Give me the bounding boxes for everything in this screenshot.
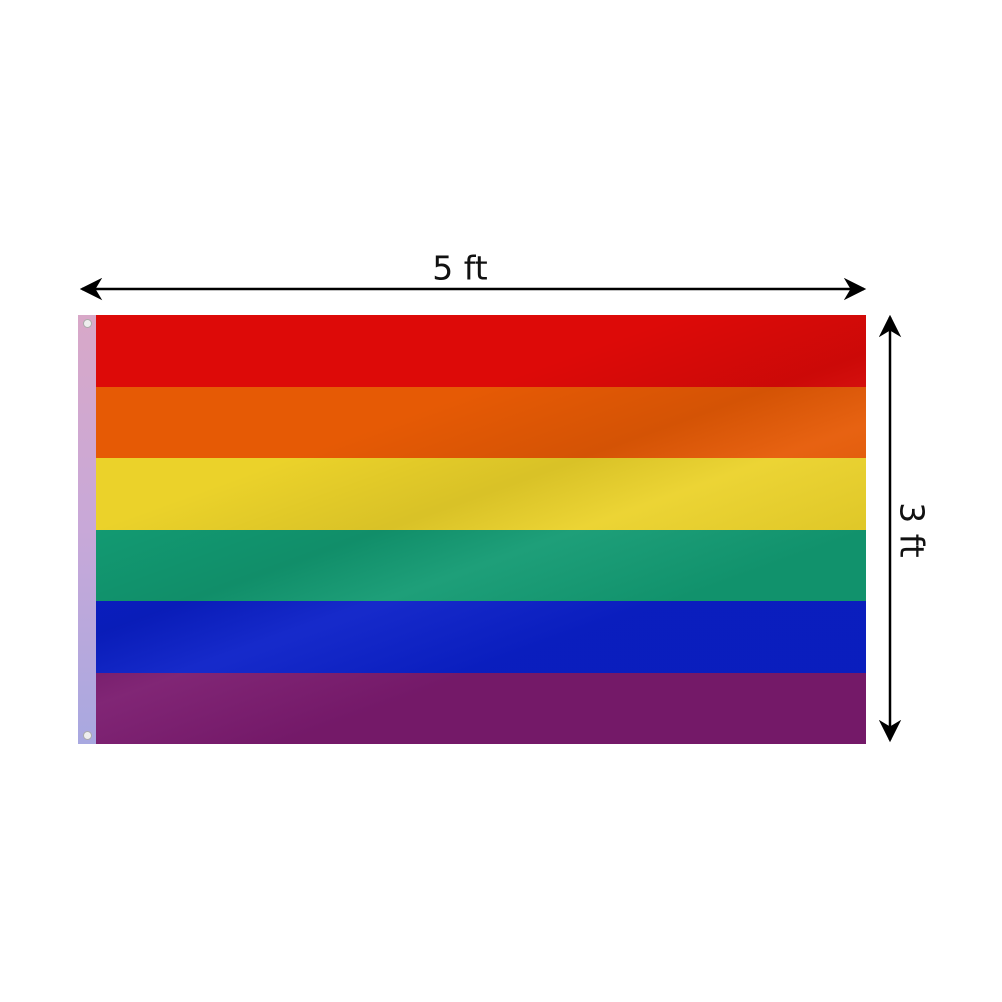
rainbow-flag <box>78 315 866 744</box>
flag-header-strip <box>78 315 96 744</box>
grommet-icon <box>83 731 92 740</box>
flag-stripe <box>96 386 866 458</box>
flag-stripe <box>96 672 866 744</box>
flag-stripes <box>96 315 866 744</box>
width-label: 5 ft <box>432 248 488 288</box>
flag-stripe <box>96 458 866 530</box>
flag-stripe <box>96 315 866 387</box>
flag-stripe <box>96 529 866 601</box>
height-label: 3 ft <box>892 502 932 558</box>
grommet-icon <box>83 319 92 328</box>
flag-stripe <box>96 601 866 673</box>
